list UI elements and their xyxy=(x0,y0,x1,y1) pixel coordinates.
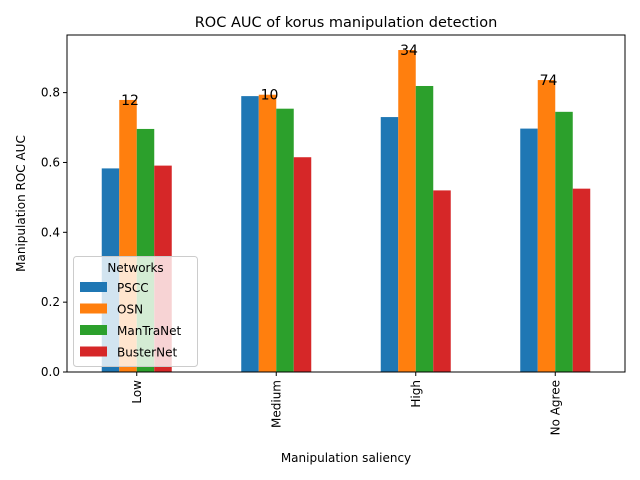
x-tick-label: No Agree xyxy=(548,380,562,435)
annotation-label: 12 xyxy=(121,93,139,109)
legend-swatch-busternet xyxy=(80,346,107,357)
annotations-group: 12 10 34 74 xyxy=(121,43,557,109)
bar-mantranet-high xyxy=(415,85,434,373)
bar-pscc-medium xyxy=(241,96,259,373)
y-tick-label: 0.8 xyxy=(41,86,60,100)
legend-label-osn: OSN xyxy=(117,303,143,317)
y-tick-label: 0.2 xyxy=(41,295,60,309)
bar-busternet-medium xyxy=(293,157,312,372)
bar-busternet-high xyxy=(433,190,451,372)
bar-pscc-high xyxy=(380,117,399,373)
x-tick-label: Medium xyxy=(269,380,283,428)
legend-label-mantranet: ManTraNet xyxy=(117,324,182,338)
y-tick-label: 0.0 xyxy=(41,365,60,379)
x-tick-label: Low xyxy=(130,380,144,404)
y-tick-label: 0.4 xyxy=(41,225,60,239)
x-tick-label: High xyxy=(409,380,423,408)
legend-swatch-mantranet xyxy=(80,325,107,335)
y-axis-label: Manipulation ROC AUC xyxy=(14,135,28,272)
x-axis-label: Manipulation saliency xyxy=(281,451,411,465)
annotation-label: 10 xyxy=(261,88,279,104)
bar-osn-no-agree xyxy=(537,80,556,372)
y-tick-label: 0.6 xyxy=(41,155,60,169)
legend-swatch-pscc xyxy=(80,282,107,292)
x-axis: Low Medium High No Agree xyxy=(130,372,562,435)
bars-group xyxy=(101,50,591,373)
y-axis: 0.0 0.2 0.4 0.6 0.8 xyxy=(41,86,67,379)
legend-title: Networks xyxy=(107,261,163,275)
annotation-label: 34 xyxy=(400,43,418,59)
bar-mantranet-medium xyxy=(276,108,294,373)
legend-label-busternet: BusterNet xyxy=(117,346,177,360)
bar-osn-medium xyxy=(258,94,277,372)
legend-label-pscc: PSCC xyxy=(117,281,149,295)
chart-title: ROC AUC of korus manipulation detection xyxy=(195,15,498,31)
plot-frame xyxy=(66,34,626,373)
annotation-label: 74 xyxy=(540,73,558,89)
legend: Networks PSCC OSN ManTraNet BusterNet xyxy=(73,256,198,367)
bar-busternet-no-agree xyxy=(572,188,591,372)
bar-mantranet-no-agree xyxy=(555,111,573,373)
legend-swatch-osn xyxy=(80,303,107,314)
bar-pscc-no-agree xyxy=(520,128,538,372)
bar-osn-high xyxy=(398,50,416,373)
